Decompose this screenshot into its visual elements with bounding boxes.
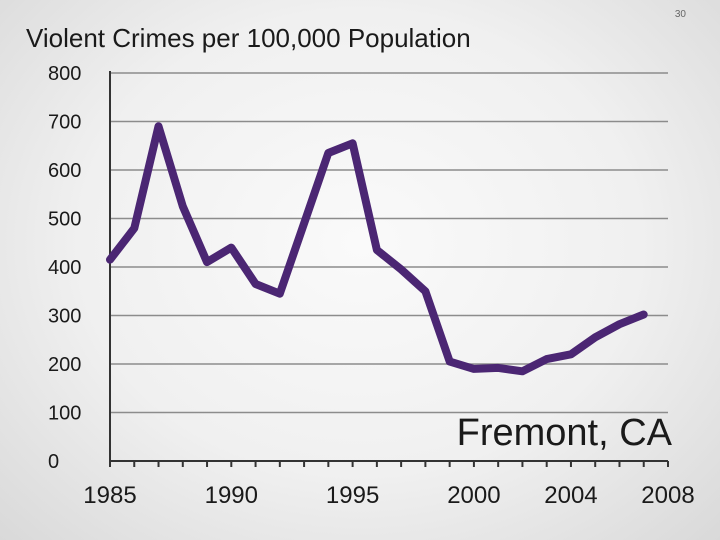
slide-number: 30 (674, 9, 686, 20)
data-point-2003 (543, 356, 550, 363)
x-tick-label-2004: 2004 (544, 482, 597, 509)
y-tick-label-100: 100 (48, 403, 81, 425)
y-tick-label-600: 600 (48, 160, 81, 182)
data-point-1999 (446, 358, 453, 365)
chart-annotation: Fremont, CA (457, 412, 673, 454)
y-tick-label-200: 200 (48, 354, 81, 376)
x-tick-label-2008: 2008 (641, 482, 694, 509)
data-point-1994 (325, 150, 332, 157)
y-tick-label-800: 800 (48, 63, 81, 85)
chart-title: Violent Crimes per 100,000 Population (26, 23, 471, 53)
data-point-1996 (373, 247, 380, 254)
x-tick-label-1995: 1995 (326, 482, 379, 509)
data-point-1985 (107, 256, 113, 263)
y-tick-label-300: 300 (48, 306, 81, 328)
data-point-1997 (398, 266, 405, 273)
data-point-1995 (349, 140, 356, 147)
series-group (106, 122, 648, 376)
x-tick-label-1990: 1990 (205, 482, 258, 509)
y-tick-label-400: 400 (48, 257, 81, 279)
data-point-2007 (640, 311, 647, 318)
data-point-2004 (567, 351, 574, 358)
gridlines (110, 72, 668, 414)
y-tick-label-0: 0 (48, 451, 59, 473)
axes (109, 71, 669, 467)
data-point-1992 (276, 290, 283, 297)
data-point-1990 (228, 244, 235, 251)
data-point-2006 (616, 321, 623, 328)
data-point-1986 (131, 225, 138, 232)
data-point-1989 (204, 259, 211, 266)
data-point-2005 (592, 334, 599, 341)
data-point-2002 (519, 368, 526, 375)
y-tick-label-500: 500 (48, 209, 81, 231)
x-axis-labels: 1985 1990 1995 2000 2004 2008 (83, 482, 694, 509)
data-point-1993 (301, 220, 308, 227)
y-tick-label-700: 700 (48, 112, 81, 134)
data-point-2000 (470, 365, 477, 372)
x-tick-label-1985: 1985 (83, 482, 136, 509)
data-point-2001 (495, 364, 502, 371)
data-point-1998 (422, 288, 429, 295)
data-point-1991 (252, 280, 259, 287)
y-axis-labels: 0 100 200 300 400 500 600 700 800 (48, 63, 81, 473)
x-tick-label-2000: 2000 (447, 482, 500, 509)
data-point-1987 (155, 123, 162, 130)
data-point-1988 (179, 203, 186, 210)
